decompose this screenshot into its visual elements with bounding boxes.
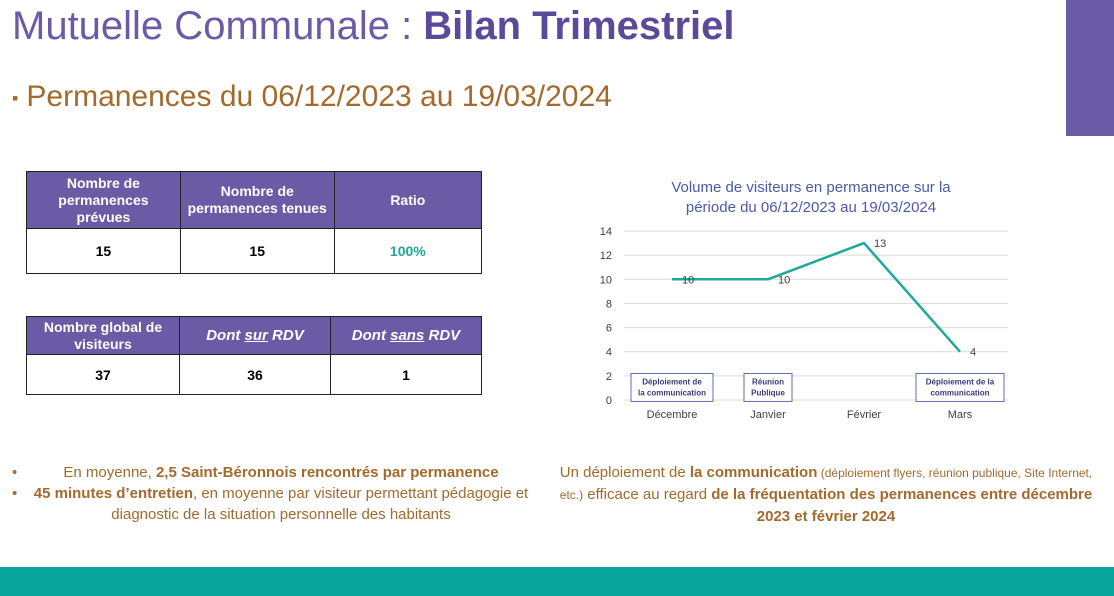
header-text: RDV: [267, 327, 304, 344]
table-header-row: Nombre global de visiteurs Dont sur RDV …: [26, 316, 483, 355]
table-cell: 1: [329, 354, 483, 395]
footer-bar: [0, 567, 1114, 596]
table-header-cell: Dont sans RDV: [329, 316, 483, 355]
y-tick-label: 14: [600, 226, 612, 238]
bullet-icon: •: [12, 464, 18, 481]
conclusion-text: Un déploiement de: [559, 464, 690, 481]
annotation-box: [630, 372, 714, 402]
table-header-cell: Ratio: [333, 171, 483, 229]
annotation-text: Publique: [751, 388, 785, 397]
y-tick-label: 6: [606, 323, 612, 335]
annotation-text: communication: [930, 388, 989, 397]
title-light-text: Mutuelle Communale :: [12, 4, 424, 48]
y-tick-label: 4: [606, 347, 612, 359]
chart-svg: 0 2 4 6 8 10 12 14 Décembre Janvier Février Mars 10 1…: [600, 226, 1008, 421]
table-cell: 36: [178, 354, 331, 395]
annotation-text: Déploiement de la: [926, 377, 995, 386]
table-cell: 15: [179, 228, 335, 274]
annotation-box: [915, 372, 1005, 402]
list-item: • 45 minutes d’entretien, en moyenne par …: [10, 483, 530, 525]
visitors-table: Nombre global de visiteurs Dont sur RDV …: [26, 316, 483, 395]
communication-conclusion: Un déploiement de la communication (dépl…: [550, 462, 1102, 527]
series-line: [672, 241, 961, 353]
bullet-icon: •: [12, 485, 18, 502]
header-text: RDV: [424, 327, 461, 344]
list-item: • En moyenne, 2,5 Saint-Béronnois rencont…: [10, 462, 530, 483]
ratio-cell: 100%: [333, 228, 483, 274]
table-row: 15 15 100%: [26, 228, 483, 274]
data-label: 10: [682, 274, 694, 286]
table-row: 37 36 1: [26, 354, 483, 395]
y-tick-label: 12: [600, 250, 612, 262]
decorative-side-bar: [1066, 0, 1114, 136]
data-label: 4: [970, 347, 976, 359]
slide-subtitle: ▪ Permanences du 06/12/2023 au 19/03/2024: [12, 80, 612, 114]
header-text: Dont: [206, 327, 245, 344]
subtitle-text: Permanences du 06/12/2023 au 19/03/2024: [26, 80, 612, 113]
x-tick-label: Mars: [948, 409, 973, 421]
table-header-cell: Nombre de permanences prévues: [26, 171, 181, 229]
chart-title-line: période du 06/12/2023 au 19/03/2024: [685, 199, 937, 216]
permanences-table: Nombre de permanences prévues Nombre de …: [26, 171, 483, 274]
list-item-text: En moyenne,: [63, 464, 156, 481]
table-header-cell: Nombre global de visiteurs: [26, 316, 180, 355]
y-tick-label: 8: [606, 298, 612, 310]
x-tick-label: Février: [847, 409, 882, 421]
table-header-row: Nombre de permanences prévues Nombre de …: [26, 171, 483, 229]
table-header-cell: Dont sur RDV: [178, 316, 331, 355]
list-item-bold-text: 2,5 Saint-Béronnois rencontrés par perma…: [155, 464, 499, 481]
annotation-text: Déploiement de: [642, 377, 702, 386]
conclusion-small-text: (déploiement flyers, réunion publique, S…: [559, 466, 1093, 502]
list-item-text: , en moyenne par visiteur permettant péd…: [111, 485, 529, 523]
conclusion-bold-text: de la fréquentation des permanences entr…: [711, 486, 1093, 525]
table-header-cell: Nombre de permanences tenues: [179, 171, 335, 229]
key-figures-list: • En moyenne, 2,5 Saint-Béronnois rencont…: [10, 462, 530, 525]
y-tick-label: 2: [606, 371, 612, 383]
x-tick-label: Janvier: [750, 409, 786, 421]
data-label: 10: [778, 274, 790, 286]
conclusion-bold-text: la communication: [689, 464, 818, 481]
title-bold-text: Bilan Trimestriel: [423, 4, 735, 48]
annotation-text: Réunion: [752, 377, 784, 386]
visitors-line-chart: Volume de visiteurs en permanence sur la…: [596, 170, 1026, 430]
x-tick-label: Décembre: [647, 409, 698, 421]
conclusion-text: efficace au regard: [583, 486, 712, 503]
annotation-box: [743, 372, 793, 402]
y-tick-label: 0: [606, 395, 612, 407]
header-underlined-text: sur: [244, 327, 268, 344]
chart-title: Volume de visiteurs en permanence sur la…: [596, 178, 1026, 218]
y-tick-label: 10: [600, 274, 612, 286]
list-item-bold-text: 45 minutes d’entretien: [33, 485, 193, 502]
chart-title-line: Volume de visiteurs en permanence sur la: [671, 179, 951, 196]
square-bullet-icon: ▪: [12, 87, 19, 108]
data-label: 13: [874, 238, 886, 250]
table-cell: 15: [26, 228, 181, 274]
slide-title: Mutuelle Communale : Bilan Trimestriel: [12, 4, 735, 49]
header-underlined-text: sans: [390, 327, 425, 344]
header-text: Dont: [351, 327, 391, 344]
table-cell: 37: [26, 354, 180, 395]
annotation-text: la communication: [638, 388, 706, 397]
